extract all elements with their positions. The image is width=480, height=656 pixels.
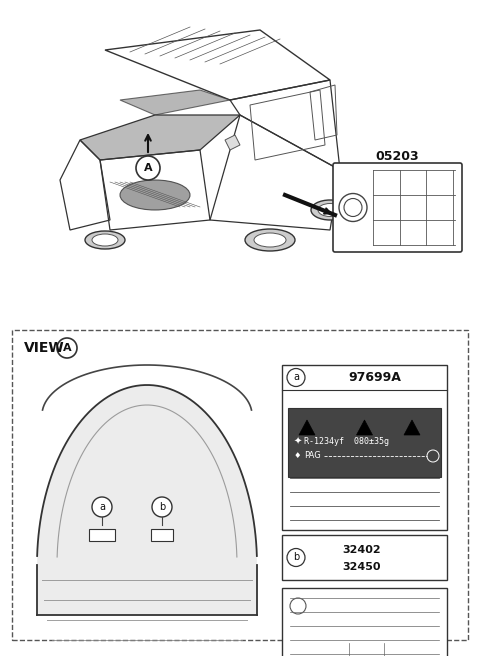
Text: A: A: [63, 343, 72, 353]
Text: b: b: [159, 502, 165, 512]
Text: 97699A: 97699A: [348, 371, 401, 384]
Ellipse shape: [92, 234, 118, 246]
FancyBboxPatch shape: [282, 535, 447, 580]
Ellipse shape: [311, 200, 349, 220]
Ellipse shape: [245, 229, 295, 251]
Text: 32402: 32402: [342, 545, 381, 555]
Text: A: A: [144, 163, 152, 173]
Ellipse shape: [318, 203, 342, 216]
Text: ✦: ✦: [294, 437, 302, 447]
Text: b: b: [293, 552, 299, 562]
Text: 05203: 05203: [376, 150, 420, 163]
Polygon shape: [225, 135, 240, 150]
Text: a: a: [293, 373, 299, 382]
Circle shape: [287, 548, 305, 567]
FancyBboxPatch shape: [333, 163, 462, 252]
Text: VIEW: VIEW: [24, 341, 65, 355]
Circle shape: [92, 497, 112, 517]
Polygon shape: [404, 420, 420, 435]
Text: R-1234yf  080±35g: R-1234yf 080±35g: [304, 438, 389, 447]
FancyBboxPatch shape: [282, 588, 447, 656]
FancyBboxPatch shape: [288, 408, 441, 477]
Ellipse shape: [254, 233, 286, 247]
Ellipse shape: [85, 231, 125, 249]
Text: PAG: PAG: [304, 451, 321, 461]
Circle shape: [136, 156, 160, 180]
FancyBboxPatch shape: [151, 529, 173, 541]
Polygon shape: [37, 385, 257, 615]
FancyBboxPatch shape: [89, 529, 115, 541]
Text: 32450: 32450: [342, 562, 381, 572]
Text: ♦: ♦: [294, 451, 301, 461]
Ellipse shape: [120, 180, 190, 210]
Circle shape: [287, 369, 305, 386]
FancyBboxPatch shape: [282, 365, 447, 530]
FancyBboxPatch shape: [12, 330, 468, 640]
Circle shape: [152, 497, 172, 517]
Polygon shape: [357, 420, 372, 435]
Circle shape: [290, 598, 306, 614]
Polygon shape: [120, 90, 230, 115]
Text: a: a: [99, 502, 105, 512]
Circle shape: [344, 199, 362, 216]
Circle shape: [339, 194, 367, 222]
Polygon shape: [80, 115, 240, 160]
Polygon shape: [299, 420, 315, 435]
Circle shape: [57, 338, 77, 358]
